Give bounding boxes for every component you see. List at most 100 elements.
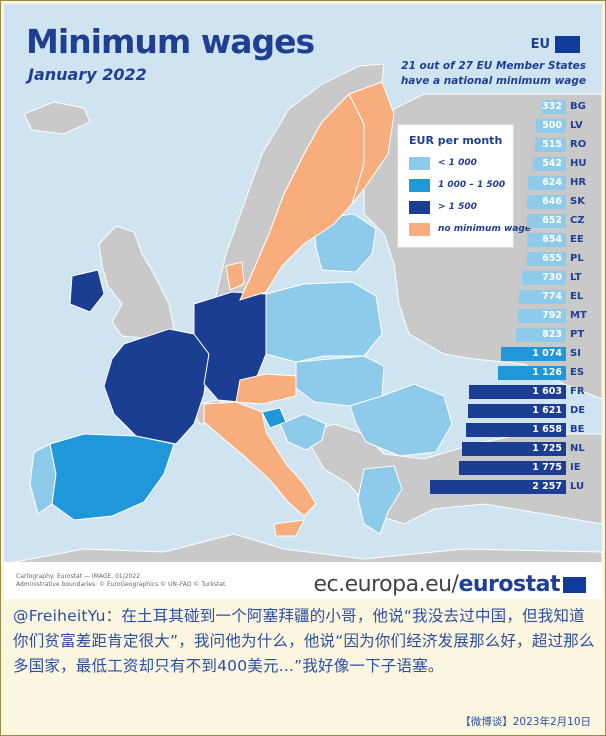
map-title: Minimum wages (26, 22, 315, 61)
wage-bar (501, 347, 566, 361)
legend-item: < 1 000 (409, 156, 477, 170)
map-subtitle: January 2022 (28, 65, 147, 84)
wage-bar-value: 2 257 (532, 481, 562, 492)
wage-bar-value: 823 (542, 329, 562, 340)
wage-bar-row: 1 725 (462, 442, 566, 456)
wage-bar (459, 461, 566, 475)
wage-bar-value: 792 (542, 310, 562, 321)
land-iceland (23, 101, 91, 135)
wage-bar-row: 542 (533, 157, 566, 171)
wage-bar (519, 290, 566, 304)
legend-label: no minimum wage (438, 224, 531, 234)
country-code: PT (570, 329, 585, 340)
post-text: @FreiheitYu：在土耳其碰到一个阿塞拜疆的小哥，他说“我没去过中国，但我… (13, 604, 599, 679)
wage-bar (469, 385, 566, 399)
country-code: EE (570, 234, 584, 245)
country-code: NL (570, 443, 585, 454)
region-spain (49, 433, 175, 521)
region-baltics (313, 213, 377, 273)
credit-line-1: Cartography: Eurostat — IMAGE, 01/2022 (16, 573, 141, 580)
map-infographic: Minimum wages January 2022 EU 21 out of … (4, 4, 602, 599)
wage-bar-row: 652 (527, 214, 566, 228)
legend-swatch (409, 156, 430, 170)
wage-bar-value: 1 074 (532, 348, 562, 359)
note-line-2: have a national minimum wage (400, 75, 586, 87)
wage-bar-row: 332 (542, 100, 566, 114)
wage-bar-value: 730 (542, 272, 562, 283)
wage-bar-row: 1 603 (469, 385, 566, 399)
country-code: HR (570, 177, 587, 188)
wage-bar-row: 730 (522, 271, 566, 285)
country-code: PL (570, 253, 584, 264)
post-body: ：在土耳其碰到一个阿塞拜疆的小哥，他说“我没去过中国，但我知道你们贫富差距肯定很… (13, 607, 595, 675)
wage-bar-row: 774 (519, 290, 566, 304)
country-code: IE (570, 462, 581, 473)
wage-bar (468, 404, 566, 418)
region-romania-bulgaria (349, 383, 453, 457)
credit-line-2: Administrative boundaries: © EuroGeograp… (16, 581, 226, 588)
wage-bar (536, 119, 566, 133)
post-meta: 【微博谈】2023年2月10日 (460, 716, 591, 728)
wage-bar-row: 1 775 (459, 461, 566, 475)
country-code: EL (570, 291, 584, 302)
region-slovenia (261, 407, 287, 429)
region-sicily (273, 519, 305, 537)
wage-bar (535, 138, 566, 152)
post-username[interactable]: @FreiheitYu (13, 607, 106, 625)
country-code: SI (570, 348, 581, 359)
wage-bar (466, 423, 566, 437)
legend-swatch (409, 178, 430, 192)
country-code: FR (570, 386, 585, 397)
wage-bar (522, 271, 566, 285)
region-italy (203, 401, 317, 517)
note-line-1: 21 out of 27 EU Member States (401, 60, 586, 72)
legend-swatch (409, 222, 430, 236)
wage-bar-row: 1 658 (466, 423, 566, 437)
eu-badge: EU (531, 36, 580, 53)
land-uk (98, 225, 175, 340)
country-code: RO (570, 139, 587, 150)
region-poland-czechia (253, 281, 383, 363)
wage-bar-row: 646 (527, 195, 566, 209)
eu-flag-icon (555, 36, 580, 53)
eu-flag-icon (563, 577, 586, 593)
wage-bar (430, 480, 566, 494)
wage-bar-value: 1 725 (532, 443, 562, 454)
map-legend: EUR per month < 1 000 1 000 – 1 500 > 1 … (397, 124, 531, 248)
legend-item: > 1 500 (409, 200, 477, 214)
wage-bar (527, 195, 566, 209)
wage-bar-row: 1 074 (501, 347, 566, 361)
region-greece (357, 465, 403, 535)
country-code: ES (570, 367, 585, 378)
region-slovakia-hungary (295, 355, 385, 407)
wage-bar (462, 442, 566, 456)
wage-bar-row: 823 (516, 328, 566, 342)
region-ireland (69, 269, 105, 313)
legend-item: 1 000 – 1 500 (409, 178, 505, 192)
wage-bar-value: 774 (542, 291, 562, 302)
map-credit: Cartography: Eurostat — IMAGE, 01/2022 A… (16, 573, 225, 589)
wage-bar-value: 624 (542, 177, 562, 188)
legend-item: no minimum wage (409, 222, 531, 236)
wage-bar-value: 1 621 (532, 405, 562, 416)
wage-bar-value: 655 (542, 253, 562, 264)
wage-bar (527, 252, 566, 266)
wage-bar-value: 1 775 (532, 462, 562, 473)
wage-bar (518, 309, 566, 323)
legend-title: EUR per month (409, 134, 503, 147)
wage-bar-row: 500 (536, 119, 566, 133)
region-france (103, 328, 210, 445)
legend-label: > 1 500 (438, 202, 477, 212)
wage-bar (527, 233, 566, 247)
country-code: CZ (570, 215, 585, 226)
wage-bar-row: 654 (527, 233, 566, 247)
country-code: MT (570, 310, 587, 321)
region-denmark (225, 261, 245, 291)
map-note: 21 out of 27 EU Member States have a nat… (366, 59, 586, 89)
wage-bar-row: 1 621 (468, 404, 566, 418)
wage-bar-value: 1 603 (532, 386, 562, 397)
wage-bar (528, 176, 566, 190)
wage-bar-row: 2 257 (430, 480, 566, 494)
wage-bar-row: 655 (527, 252, 566, 266)
brand-name: eurostat (458, 572, 560, 597)
